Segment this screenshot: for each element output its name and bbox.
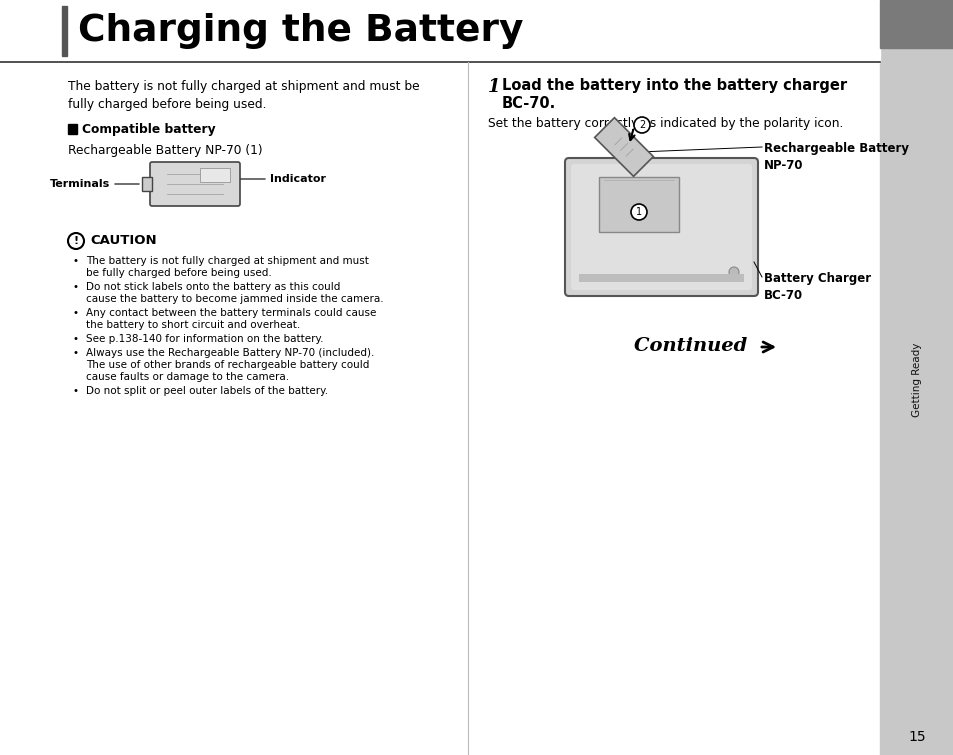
Text: Indicator: Indicator [270, 174, 326, 184]
Text: •: • [73, 256, 79, 266]
Text: Charging the Battery: Charging the Battery [78, 13, 523, 49]
Text: Continued: Continued [634, 337, 753, 355]
Circle shape [728, 267, 739, 277]
Text: cause the battery to become jammed inside the camera.: cause the battery to become jammed insid… [86, 294, 383, 304]
Text: •: • [73, 386, 79, 396]
Text: be fully charged before being used.: be fully charged before being used. [86, 267, 272, 278]
FancyBboxPatch shape [564, 158, 758, 296]
Text: Do not split or peel outer labels of the battery.: Do not split or peel outer labels of the… [86, 386, 328, 396]
Text: •: • [73, 308, 79, 318]
FancyBboxPatch shape [150, 162, 240, 206]
Bar [879, 0, 953, 755]
Text: cause faults or damage to the camera.: cause faults or damage to the camera. [86, 371, 289, 381]
Text: Load the battery into the battery charger: Load the battery into the battery charge… [501, 78, 846, 93]
Text: 1: 1 [636, 207, 641, 217]
Text: Compatible battery: Compatible battery [82, 122, 215, 135]
Circle shape [630, 204, 646, 220]
Text: •: • [73, 349, 79, 359]
Text: CAUTION: CAUTION [90, 235, 156, 248]
Bar [62, 6, 67, 56]
Text: Getting Ready: Getting Ready [911, 343, 921, 418]
Text: !: ! [73, 236, 78, 246]
Bar [68, 124, 77, 134]
Polygon shape [594, 118, 653, 177]
Text: 1: 1 [488, 78, 500, 96]
Text: The battery is not fully charged at shipment and must be
fully charged before be: The battery is not fully charged at ship… [68, 80, 419, 111]
Text: the battery to short circuit and overheat.: the battery to short circuit and overhea… [86, 319, 300, 329]
Text: Always use the Rechargeable Battery NP-70 (included).: Always use the Rechargeable Battery NP-7… [86, 349, 374, 359]
Text: Rechargeable Battery
NP-70: Rechargeable Battery NP-70 [763, 142, 908, 172]
Bar [0, 0, 879, 62]
Text: The use of other brands of rechargeable battery could: The use of other brands of rechargeable … [86, 360, 369, 370]
Bar [879, 0, 953, 48]
Text: Do not stick labels onto the battery as this could: Do not stick labels onto the battery as … [86, 282, 340, 292]
Text: •: • [73, 334, 79, 344]
Text: Any contact between the battery terminals could cause: Any contact between the battery terminal… [86, 308, 376, 318]
Bar [142, 177, 152, 191]
Text: See p.138-140 for information on the battery.: See p.138-140 for information on the bat… [86, 334, 323, 344]
Bar [200, 168, 230, 182]
Circle shape [634, 117, 649, 133]
Bar [598, 177, 679, 232]
Text: Battery Charger
BC-70: Battery Charger BC-70 [763, 272, 870, 302]
Text: The battery is not fully charged at shipment and must: The battery is not fully charged at ship… [86, 256, 369, 266]
Text: Set the battery correctly as indicated by the polarity icon.: Set the battery correctly as indicated b… [488, 117, 842, 130]
Text: Terminals: Terminals [50, 179, 110, 189]
Text: 15: 15 [907, 730, 924, 744]
Text: Rechargeable Battery NP-70 (1): Rechargeable Battery NP-70 (1) [68, 144, 262, 157]
Text: BC-70.: BC-70. [501, 96, 556, 111]
Text: •: • [73, 282, 79, 292]
Bar [578, 274, 743, 282]
FancyBboxPatch shape [571, 164, 751, 290]
Text: 2: 2 [639, 120, 644, 130]
